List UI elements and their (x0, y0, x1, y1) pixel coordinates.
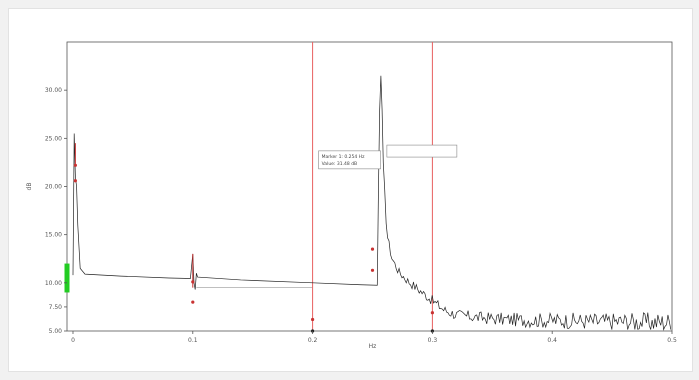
y-tick-label-0: 5.00 (49, 328, 63, 335)
annotation-frame-1 (386, 144, 458, 158)
y-tick-label-3: 15.00 (45, 232, 62, 239)
x-tick-label-0: 0 (71, 337, 75, 344)
x-tick-label-3: 0.3 (428, 337, 438, 344)
x-tick-label-2: 0.2 (308, 337, 318, 344)
marker-point-6 (370, 247, 375, 251)
annotation-text-0-1: Value: 31.48 dB (322, 161, 358, 167)
x-tick-label-1: 0.1 (188, 337, 198, 344)
marker-point-2 (191, 280, 195, 284)
annotation-text-0-0: Marker 1: 0.254 Hz (322, 154, 365, 160)
marker-point-1 (73, 179, 77, 183)
x-tick-label-5: 0.5 (667, 337, 677, 344)
y-tick-label-2: 10.00 (45, 280, 62, 287)
y-tick-label-5: 25.00 (45, 135, 62, 142)
marker-point-8 (430, 311, 434, 315)
plot-area (66, 41, 673, 332)
annotation-frame-0 (318, 150, 381, 170)
y-tick-label-1: 7.50 (49, 304, 63, 311)
y-tick-label-6: 30.00 (45, 87, 62, 94)
chart-panel: Marker 1: 0.254 Hz Value: 31.48 dB 5.00 7.… (8, 8, 693, 372)
x-axis-title: Hz (369, 343, 377, 350)
green-indicator-band (64, 263, 70, 293)
y-axis-title: dB (26, 183, 33, 191)
x-tick-label-4: 0.4 (547, 337, 557, 344)
marker-point-0 (73, 163, 77, 167)
marker-point-3 (191, 300, 195, 304)
marker-point-4 (310, 317, 315, 322)
marker-point-7 (370, 268, 375, 272)
y-tick-label-4: 20.00 (45, 184, 62, 191)
annotation-box-1 (386, 144, 458, 158)
spectrum-series-line (72, 75, 672, 331)
